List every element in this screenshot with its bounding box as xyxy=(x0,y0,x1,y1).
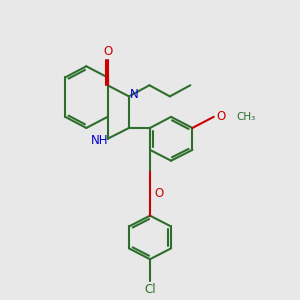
Text: O: O xyxy=(154,187,164,200)
Text: Cl: Cl xyxy=(144,284,156,296)
Text: CH₃: CH₃ xyxy=(236,112,256,122)
Text: O: O xyxy=(217,110,226,123)
Text: N: N xyxy=(130,88,139,101)
Text: O: O xyxy=(103,45,113,58)
Text: NH: NH xyxy=(91,134,108,147)
